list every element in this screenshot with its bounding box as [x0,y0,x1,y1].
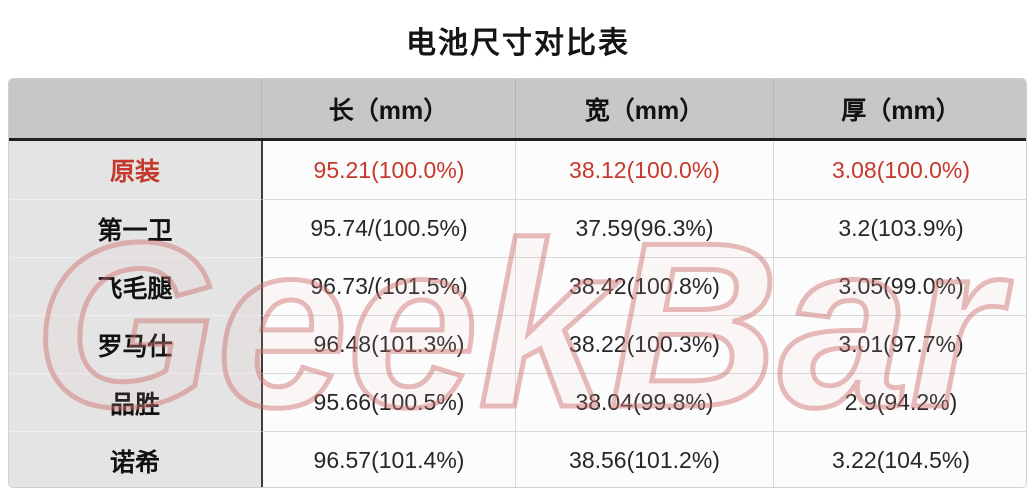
value-cell: 38.12(100.0%) [515,141,773,199]
table-header-row: 长（mm） 宽（mm） 厚（mm） [9,79,1026,141]
value-cell: 96.73/(101.5%) [261,257,515,315]
value-cell: 3.22(104.5%) [773,431,1026,487]
value-cell: 95.21(100.0%) [261,141,515,199]
value-cell: 38.42(100.8%) [515,257,773,315]
header-cell-brand [9,79,261,138]
value-cell: 3.01(97.7%) [773,315,1026,373]
table-row: 罗马仕 96.48(101.3%) 38.22(100.3%) 3.01(97.7%) [9,315,1026,373]
brand-label: 原装 [9,141,261,199]
value-cell: 3.05(99.0%) [773,257,1026,315]
value-cell: 2.9(94.2%) [773,373,1026,431]
value-cell: 95.66(100.5%) [261,373,515,431]
header-cell-width: 宽（mm） [515,79,773,138]
header-cell-length: 长（mm） [261,79,515,138]
brand-label: 品胜 [9,373,261,431]
value-cell: 96.48(101.3%) [261,315,515,373]
brand-label: 第一卫 [9,199,261,257]
value-cell: 38.22(100.3%) [515,315,773,373]
brand-label: 罗马仕 [9,315,261,373]
brand-label: 飞毛腿 [9,257,261,315]
value-cell: 95.74/(100.5%) [261,199,515,257]
value-cell: 3.2(103.9%) [773,199,1026,257]
header-cell-thickness: 厚（mm） [773,79,1026,138]
page-title: 电池尺寸对比表 [406,27,630,60]
value-cell: 96.57(101.4%) [261,431,515,487]
table-row: 诺希 96.57(101.4%) 38.56(101.2%) 3.22(104.5%) [9,431,1026,487]
battery-size-comparison-table: 长（mm） 宽（mm） 厚（mm） 原装 95.21(100.0%) 38.12(1… [8,78,1027,488]
value-cell: 3.08(100.0%) [773,141,1026,199]
value-cell: 37.59(96.3%) [515,199,773,257]
brand-label: 诺希 [9,431,261,487]
table-row: 飞毛腿 96.73/(101.5%) 38.42(100.8%) 3.05(99.0%… [9,257,1026,315]
value-cell: 38.04(99.8%) [515,373,773,431]
table-row: 品胜 95.66(100.5%) 38.04(99.8%) 2.9(94.2%) [9,373,1026,431]
value-cell: 38.56(101.2%) [515,431,773,487]
table-row: 原装 95.21(100.0%) 38.12(100.0%) 3.08(100.0%) [9,141,1026,199]
table-body: 原装 95.21(100.0%) 38.12(100.0%) 3.08(100.0%)… [9,141,1026,487]
table-row: 第一卫 95.74/(100.5%) 37.59(96.3%) 3.2(103.9%) [9,199,1026,257]
